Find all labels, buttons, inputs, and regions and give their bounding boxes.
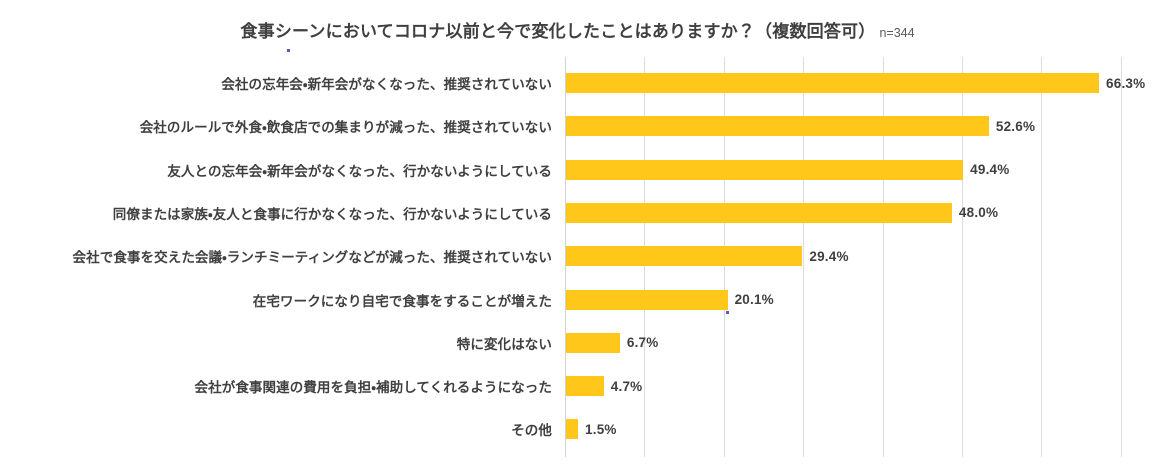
bar-value-label: 29.4% [809, 248, 849, 264]
category-label: 会社の忘年会・新年会がなくなった、推奨されていない [221, 77, 552, 93]
bar [566, 246, 803, 267]
render-speck-artifact [287, 49, 290, 52]
category-label: 会社が食事関連の費用を負担・補助してくれるようになった [194, 380, 552, 396]
gridline [1041, 57, 1042, 457]
bar [566, 202, 952, 223]
bar-row: 在宅ワークになり自宅で食事をすることが増えた 20.1% [0, 278, 1155, 321]
bar [566, 419, 579, 440]
bar-row: 友人との忘年会・新年会がなくなった、行かないようにしている 49.4% [0, 148, 1155, 191]
category-label: 在宅ワークになり自宅で食事をすることが増えた [252, 293, 552, 309]
gridline [803, 57, 804, 457]
gridline [962, 57, 963, 457]
chart-title-container: 食事シーンにおいてコロナ以前と今で変化したことはありますか？（複数回答可） n=3… [0, 17, 1155, 42]
gridline [1121, 57, 1122, 457]
bar [566, 116, 989, 137]
bar-row: 会社で食事を交えた会議・ランチミーティングなどが減った、推奨されていない 29.4… [0, 235, 1155, 278]
category-label: 特に変化はない [456, 336, 552, 352]
category-label: 会社のルールで外食・飲食店での集まりが減った、推奨されていない [139, 120, 552, 136]
bar-row: その他 1.5% [0, 408, 1155, 451]
gridline [883, 57, 884, 457]
page-title: 食事シーンにおいてコロナ以前と今で変化したことはありますか？（複数回答可） [240, 22, 876, 41]
bar-value-label: 1.5% [585, 421, 617, 437]
category-label: その他 [511, 423, 552, 439]
bar-row: 会社のルールで外食・飲食店での集まりが減った、推奨されていない 52.6% [0, 105, 1155, 148]
sample-size-annotation: n=344 [879, 26, 915, 40]
render-speck-artifact [726, 311, 729, 314]
bar [566, 159, 964, 180]
bar-row: 会社が食事関連の費用を負担・補助してくれるようになった 4.7% [0, 365, 1155, 408]
bar-value-label: 66.3% [1106, 75, 1146, 91]
bar [566, 376, 604, 397]
value-axis-line [565, 57, 566, 457]
bar [566, 332, 620, 353]
category-label: 会社で食事を交えた会議・ランチミーティングなどが減った、推奨されていない [72, 250, 552, 266]
bar [566, 73, 1100, 93]
bar-value-label: 20.1% [734, 292, 774, 308]
bar-value-label: 52.6% [995, 118, 1036, 134]
bar-row: 会社の忘年会・新年会がなくなった、推奨されていない 66.3% [0, 62, 1155, 105]
bar [566, 289, 728, 310]
bar-value-label: 4.7% [610, 378, 643, 394]
bar-value-label: 6.7% [626, 335, 659, 351]
bar-row: 特に変化はない 6.7% [0, 321, 1155, 364]
category-label: 友人との忘年会・新年会がなくなった、行かないようにしている [167, 163, 552, 179]
bar-value-label: 49.4% [970, 162, 1010, 178]
category-label: 同僚または家族・友人と食事に行かなくなった、行かないようにしている [112, 206, 552, 222]
bar-row: 同僚または家族・友人と食事に行かなくなった、行かないようにしている 48.0% [0, 191, 1155, 234]
bar-value-label: 48.0% [958, 205, 999, 221]
